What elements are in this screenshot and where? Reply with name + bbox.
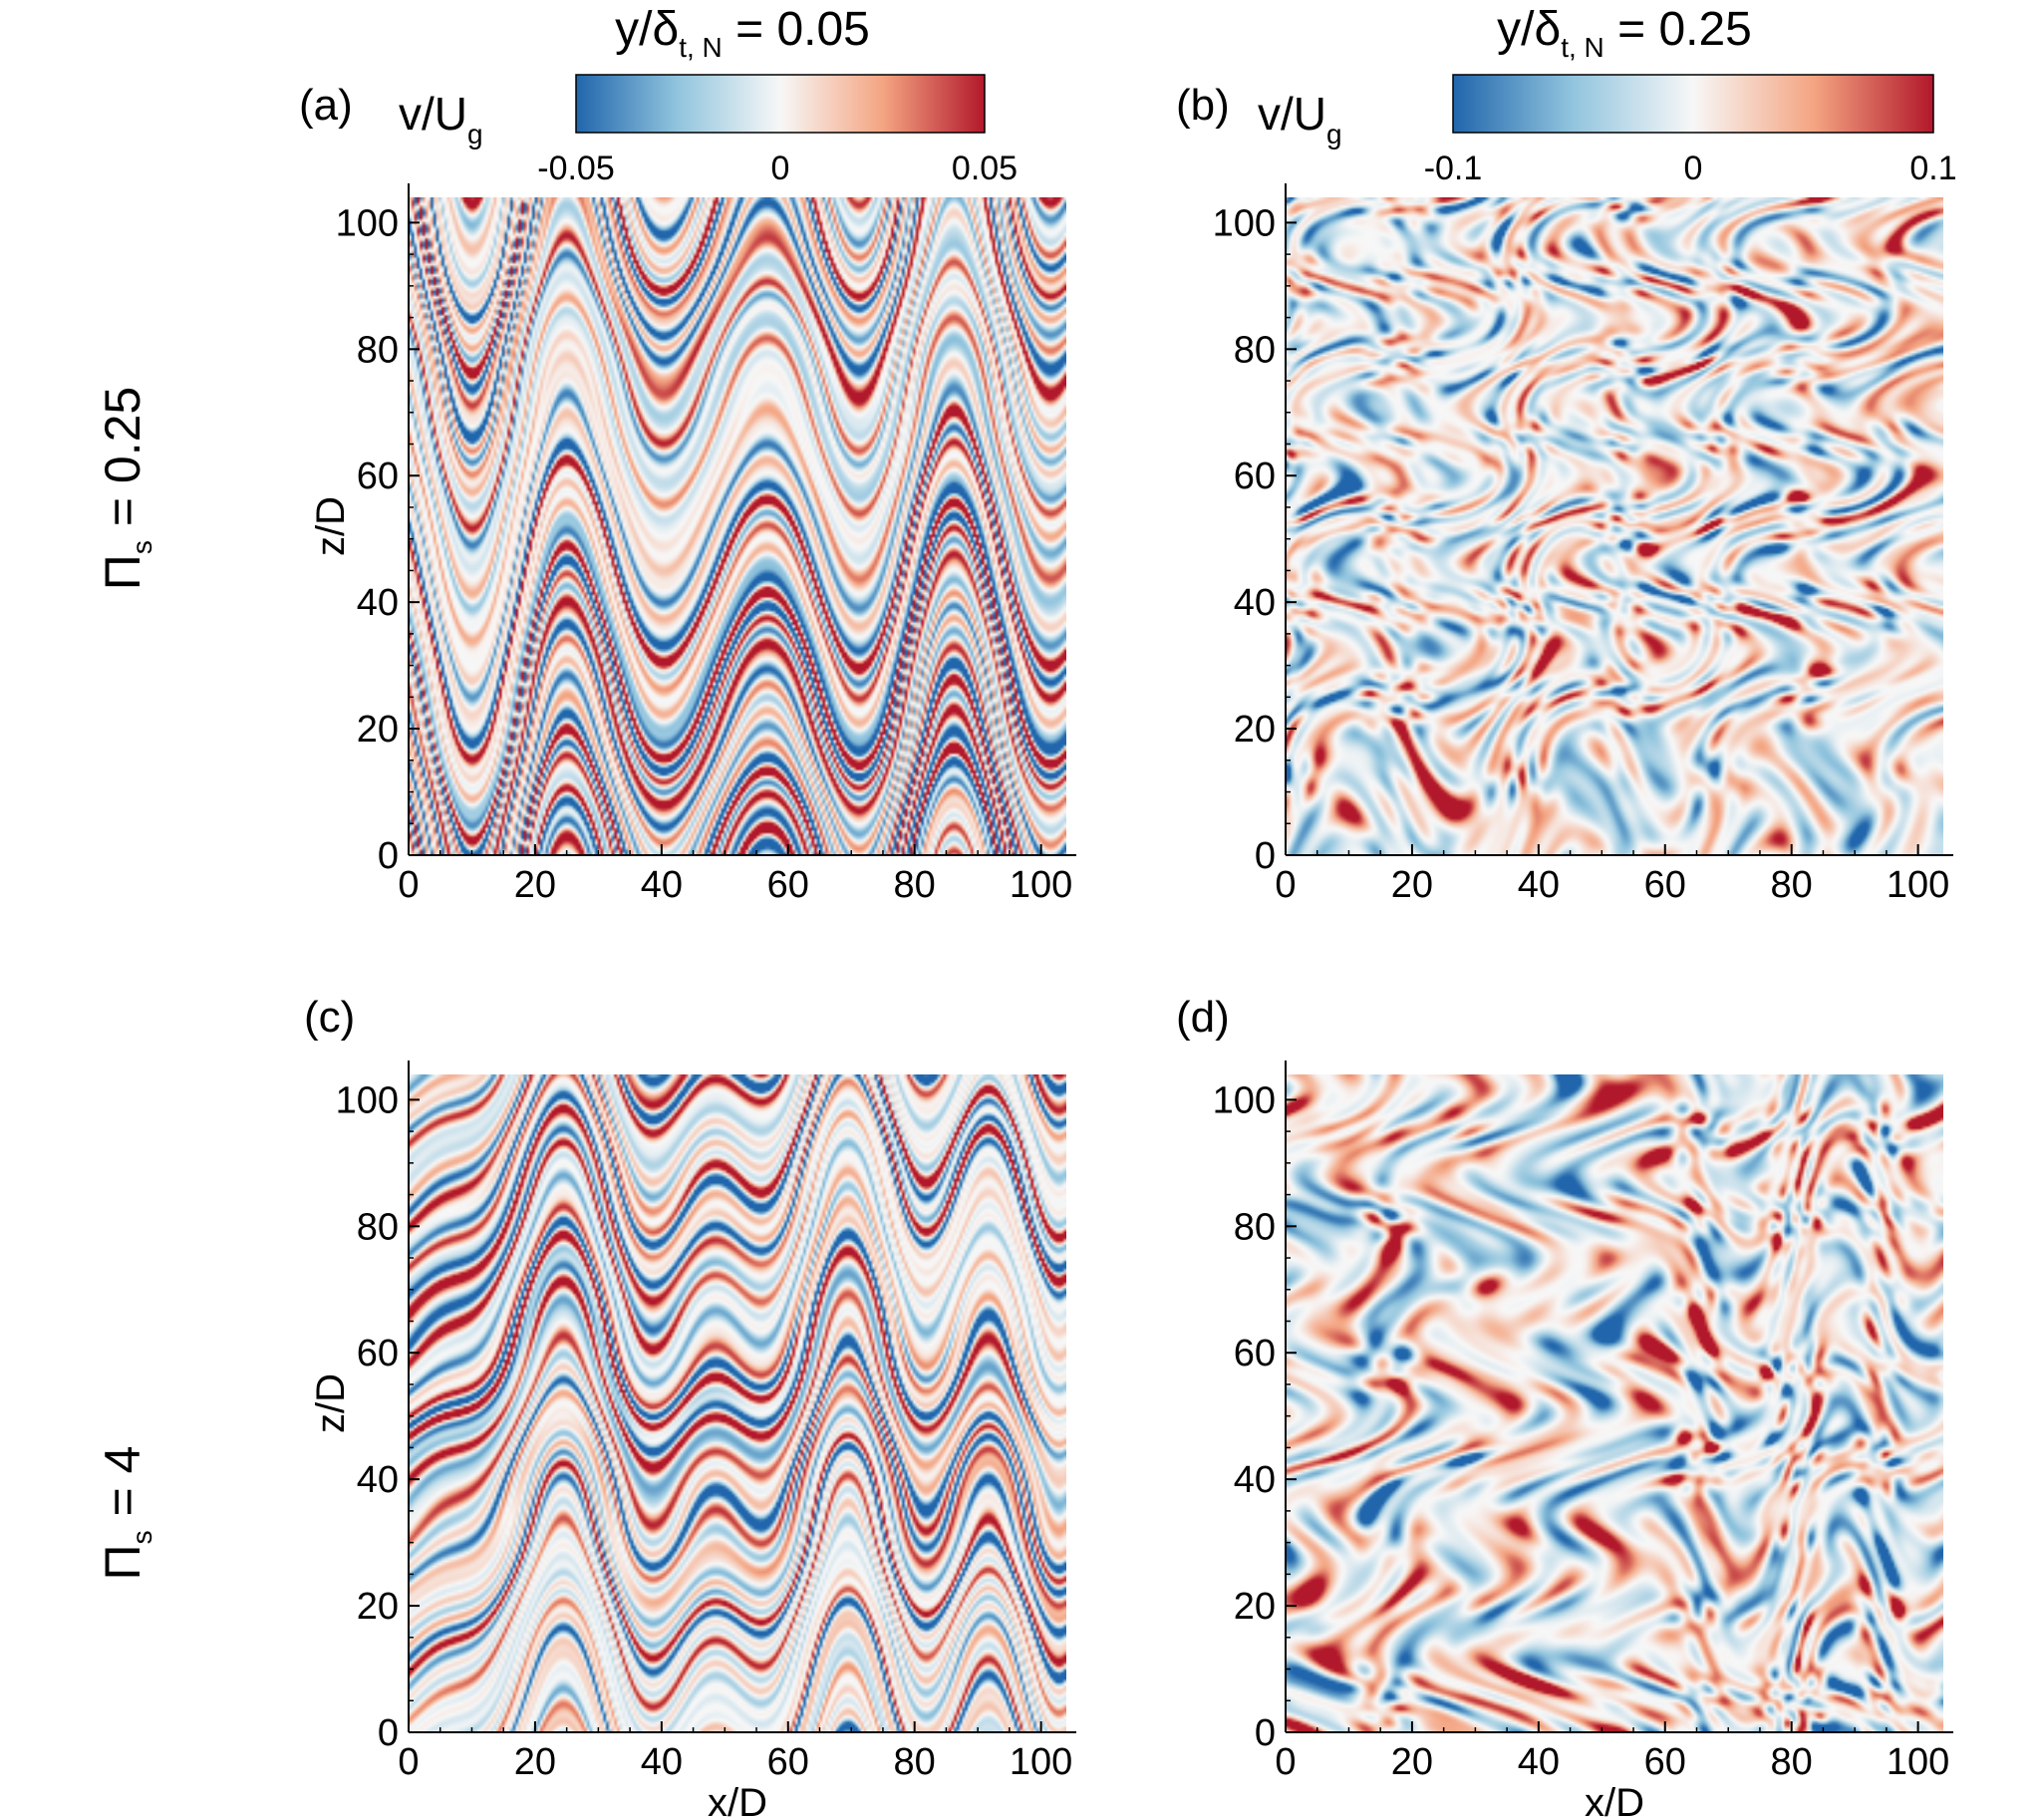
x-tick-label: 20 — [514, 1741, 556, 1783]
colorbar-left-tick-max: 0.05 — [952, 150, 1018, 187]
panel-a: (a) 0 20 40 60 80 100 0 20 40 60 80 100 z/D — [299, 81, 1076, 906]
x-tick-label: 100 — [1887, 864, 1949, 906]
colorbar-right-tick-max: 0.1 — [1909, 150, 1956, 187]
y-tick-label: 40 — [1234, 1459, 1276, 1501]
panel-b: (b) 0 20 40 60 80 100 0 20 40 60 80 100 — [1176, 81, 1953, 906]
x-tick-label: 0 — [398, 1741, 419, 1783]
x-tick-label: 20 — [1391, 1741, 1433, 1783]
x-tick-label: 20 — [1391, 864, 1433, 906]
y-tick-label: 0 — [1255, 835, 1276, 877]
y-tick-label: 80 — [357, 1206, 399, 1248]
y-axis-title: z/D — [309, 1373, 353, 1433]
y-tick-label: 80 — [1234, 1206, 1276, 1248]
x-tick-label: 100 — [1010, 864, 1072, 906]
x-tick-label: 0 — [1275, 1741, 1296, 1783]
colorbar-right-label: v/Ug — [1258, 88, 1342, 150]
y-tick-label: 20 — [357, 709, 399, 751]
x-tick-label: 60 — [767, 1741, 809, 1783]
y-tick-label: 0 — [378, 835, 399, 877]
y-axis-title: z/D — [309, 496, 353, 556]
y-tick-label: 100 — [336, 1079, 399, 1121]
row-label-top: Πs = 0.25 — [95, 387, 157, 590]
y-tick-label: 20 — [357, 1586, 399, 1628]
x-tick-label: 40 — [1518, 1741, 1560, 1783]
x-tick-label: 100 — [1887, 1741, 1949, 1783]
colorbar-right: v/Ug -0.1 0 0.1 — [1258, 74, 1957, 187]
colorbar-right-tick-min: -0.1 — [1424, 150, 1483, 187]
y-tick-label: 40 — [357, 582, 399, 624]
x-axis-title: x/D — [1585, 1781, 1644, 1820]
y-tick-label: 20 — [1234, 709, 1276, 751]
colorbar-left-gradient — [575, 74, 986, 134]
x-tick-label: 80 — [1771, 864, 1813, 906]
x-axis-title: x/D — [708, 1781, 767, 1820]
panel-label: (c) — [304, 993, 355, 1042]
x-tick-label: 40 — [1518, 864, 1560, 906]
colorbar-left-tick-min: -0.05 — [537, 150, 615, 187]
y-tick-label: 100 — [1213, 202, 1276, 244]
x-tick-label: 60 — [767, 864, 809, 906]
y-tick-label: 80 — [357, 329, 399, 371]
colorbar-left: v/Ug -0.05 0 0.05 — [399, 74, 1018, 187]
x-tick-label: 60 — [1644, 1741, 1686, 1783]
x-tick-label: 40 — [641, 864, 683, 906]
y-tick-label: 60 — [1234, 1333, 1276, 1374]
column-title-right: y/δt, N = 0.25 — [1497, 3, 1752, 63]
x-tick-label: 40 — [641, 1741, 683, 1783]
y-tick-label: 0 — [378, 1712, 399, 1754]
y-tick-label: 60 — [357, 455, 399, 497]
panel-label: (d) — [1176, 993, 1230, 1042]
x-tick-label: 80 — [894, 1741, 936, 1783]
column-title-left: y/δt, N = 0.05 — [615, 3, 870, 63]
panel-label: (a) — [299, 81, 353, 130]
y-tick-label: 40 — [357, 1459, 399, 1501]
y-tick-label: 100 — [1213, 1079, 1276, 1121]
y-tick-label: 60 — [1234, 455, 1276, 497]
x-tick-label: 100 — [1010, 1741, 1072, 1783]
x-tick-label: 60 — [1644, 864, 1686, 906]
colorbar-right-tick-zero: 0 — [1684, 150, 1703, 187]
colorbar-left-tick-zero: 0 — [771, 150, 790, 187]
row-label-bottom: Πs = 4 — [95, 1446, 157, 1581]
field-image — [409, 197, 1066, 855]
field-image — [1286, 1074, 1943, 1732]
colorbar-left-label: v/Ug — [399, 88, 483, 150]
y-tick-label: 100 — [336, 202, 399, 244]
field-image — [409, 1074, 1066, 1732]
y-tick-label: 60 — [357, 1333, 399, 1374]
y-tick-label: 80 — [1234, 329, 1276, 371]
x-tick-label: 0 — [1275, 864, 1296, 906]
x-tick-label: 20 — [514, 864, 556, 906]
x-tick-label: 80 — [1771, 1741, 1813, 1783]
y-tick-label: 40 — [1234, 582, 1276, 624]
x-tick-label: 0 — [398, 864, 419, 906]
y-tick-label: 0 — [1255, 1712, 1276, 1754]
panel-d: (d) 0 20 40 60 80 100 0 20 40 60 80 100 x/D — [1176, 993, 1953, 1820]
y-tick-label: 20 — [1234, 1586, 1276, 1628]
panel-label: (b) — [1176, 81, 1230, 130]
field-image — [1286, 197, 1943, 855]
x-tick-label: 80 — [894, 864, 936, 906]
colorbar-right-gradient — [1452, 74, 1934, 134]
panel-c: (c) 0 20 40 60 80 100 0 20 40 60 80 100 z/D x/D — [304, 993, 1076, 1820]
